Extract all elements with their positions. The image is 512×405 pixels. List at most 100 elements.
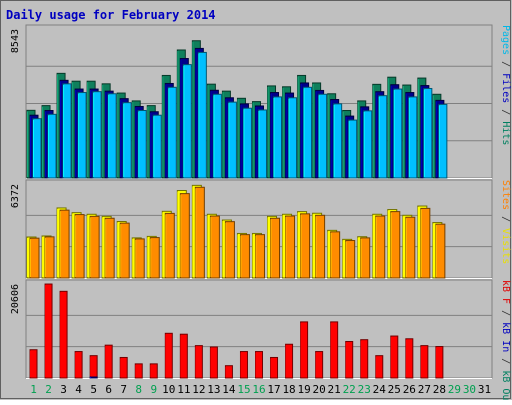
bar — [167, 86, 177, 179]
x-tick-label: 9 — [150, 383, 157, 396]
bar — [29, 237, 40, 279]
bar — [435, 223, 446, 279]
bar — [119, 222, 130, 279]
bar — [242, 107, 252, 179]
x-tick-label: 16 — [252, 383, 265, 396]
bar — [62, 83, 72, 179]
series-pages — [32, 51, 448, 179]
y-max-label-visits-sites: 6372 — [10, 184, 21, 208]
bar — [390, 335, 399, 379]
bar — [303, 86, 313, 179]
x-tick-label: 29 — [448, 383, 461, 396]
x-tick-label: 26 — [403, 383, 416, 396]
x-tick-label: 27 — [418, 383, 431, 396]
bar — [149, 363, 158, 379]
bar — [330, 321, 339, 379]
bar — [209, 215, 220, 279]
legend-part: kB Out — [500, 370, 511, 400]
bar — [209, 346, 218, 379]
bar — [270, 356, 279, 379]
legend-part: kB F — [500, 280, 511, 304]
x-tick-label: 6 — [105, 383, 112, 396]
bar — [224, 365, 233, 379]
x-tick-label: 5 — [90, 383, 97, 396]
bar — [224, 221, 235, 279]
bar — [104, 344, 113, 379]
x-tick-label: 10 — [162, 383, 175, 396]
bar — [288, 97, 298, 179]
bar — [119, 356, 128, 379]
bar — [152, 114, 162, 179]
bar — [438, 103, 448, 179]
bar — [255, 351, 263, 379]
x-tick-label: 12 — [192, 383, 205, 396]
bar — [179, 333, 188, 379]
side-legend-visits-sites: Sites / Visits — [500, 180, 511, 264]
bar — [254, 234, 265, 279]
bar — [333, 103, 343, 179]
bar — [408, 96, 418, 179]
x-tick-label: 23 — [358, 383, 371, 396]
bar — [134, 238, 145, 279]
bar — [137, 110, 147, 179]
x-tick-label: 8 — [135, 383, 142, 396]
legend-part: / — [500, 304, 511, 322]
legend-part: / — [500, 210, 511, 228]
legend-part: kB In — [500, 322, 511, 352]
bar — [257, 109, 267, 179]
bar — [390, 211, 401, 279]
bar — [74, 214, 85, 279]
x-tick-label: 25 — [388, 383, 401, 396]
bar — [104, 217, 115, 279]
bar — [59, 290, 68, 379]
bar — [74, 351, 83, 379]
legend-part: Hits — [500, 121, 511, 145]
x-tick-label: 19 — [297, 383, 310, 396]
bar — [405, 216, 416, 279]
panel-visits-sites: 6372 Sites / Visits — [10, 179, 511, 279]
bar — [164, 212, 175, 279]
bar — [330, 231, 341, 279]
bar — [227, 101, 237, 179]
legend-part: Pages — [500, 25, 511, 55]
chart-title: Daily usage for February 2014 — [6, 8, 216, 22]
bar — [375, 355, 384, 379]
bar — [300, 321, 309, 379]
series-kb-f — [29, 283, 444, 379]
bar — [300, 213, 311, 279]
bar — [360, 339, 369, 379]
bar — [420, 345, 429, 379]
bar — [315, 214, 326, 279]
legend-part: / — [500, 103, 511, 121]
x-tick-label: 13 — [207, 383, 220, 396]
bar — [59, 209, 70, 279]
bar — [134, 363, 143, 379]
bar — [318, 93, 328, 179]
legend-part: Visits — [500, 228, 511, 264]
bar — [89, 355, 98, 379]
x-tick-label: 3 — [60, 383, 67, 396]
panel-kbytes: 20606 kB F / kB In / kB Out — [10, 279, 511, 405]
x-tick-label: 30 — [463, 383, 476, 396]
x-tick-label: 17 — [267, 383, 280, 396]
bar — [420, 207, 431, 279]
bar — [77, 92, 87, 179]
bar — [378, 95, 388, 179]
x-tick-label: 22 — [343, 383, 356, 396]
y-max-label-hits-files-pages: 8543 — [10, 29, 21, 53]
series-sites — [29, 186, 446, 279]
bar — [107, 93, 117, 179]
x-tick-label: 28 — [433, 383, 446, 396]
x-tick-label: 1 — [30, 383, 37, 396]
x-tick-label: 20 — [313, 383, 326, 396]
bar — [435, 346, 444, 379]
bar — [363, 110, 373, 179]
bar — [32, 118, 42, 179]
bar — [89, 376, 98, 379]
bar — [89, 215, 100, 279]
bar — [315, 351, 324, 379]
x-tick-label: 11 — [177, 383, 190, 396]
bar — [423, 88, 433, 179]
